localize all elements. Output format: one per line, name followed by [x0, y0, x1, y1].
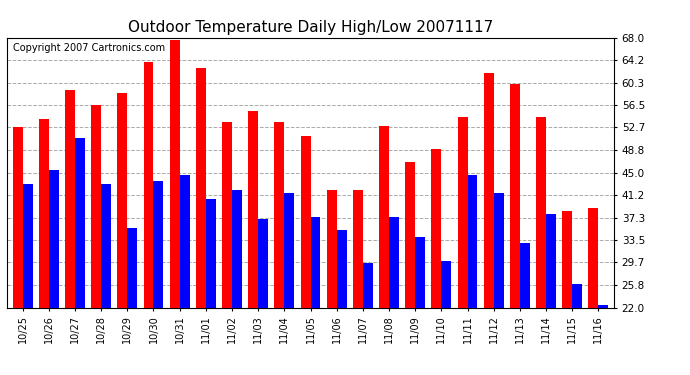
Bar — [248, 111, 258, 375]
Bar — [520, 243, 530, 375]
Bar — [484, 73, 494, 375]
Bar — [65, 90, 75, 375]
Bar — [363, 264, 373, 375]
Bar — [101, 184, 111, 375]
Bar — [127, 228, 137, 375]
Bar — [117, 93, 127, 375]
Bar — [153, 181, 164, 375]
Bar — [442, 261, 451, 375]
Bar — [258, 219, 268, 375]
Bar — [144, 62, 153, 375]
Bar — [75, 138, 85, 375]
Bar — [510, 84, 520, 375]
Bar — [457, 117, 468, 375]
Bar — [468, 176, 477, 375]
Bar — [389, 216, 399, 375]
Bar — [170, 40, 179, 375]
Bar — [196, 68, 206, 375]
Bar — [275, 122, 284, 375]
Bar — [431, 149, 442, 375]
Bar — [572, 284, 582, 375]
Bar — [598, 304, 609, 375]
Bar — [337, 230, 346, 375]
Bar — [353, 190, 363, 375]
Bar — [494, 193, 504, 375]
Bar — [589, 208, 598, 375]
Bar — [12, 127, 23, 375]
Bar — [546, 214, 556, 375]
Bar — [91, 105, 101, 375]
Bar — [405, 162, 415, 375]
Bar — [39, 119, 49, 375]
Bar — [327, 190, 337, 375]
Bar — [415, 237, 425, 375]
Bar — [536, 117, 546, 375]
Bar — [206, 199, 216, 375]
Bar — [179, 176, 190, 375]
Bar — [23, 184, 32, 375]
Bar — [310, 216, 320, 375]
Bar — [232, 190, 242, 375]
Bar — [379, 126, 389, 375]
Bar — [49, 170, 59, 375]
Bar — [562, 211, 572, 375]
Bar — [284, 193, 294, 375]
Bar — [222, 122, 232, 375]
Title: Outdoor Temperature Daily High/Low 20071117: Outdoor Temperature Daily High/Low 20071… — [128, 20, 493, 35]
Bar — [301, 136, 310, 375]
Text: Copyright 2007 Cartronics.com: Copyright 2007 Cartronics.com — [13, 43, 165, 53]
